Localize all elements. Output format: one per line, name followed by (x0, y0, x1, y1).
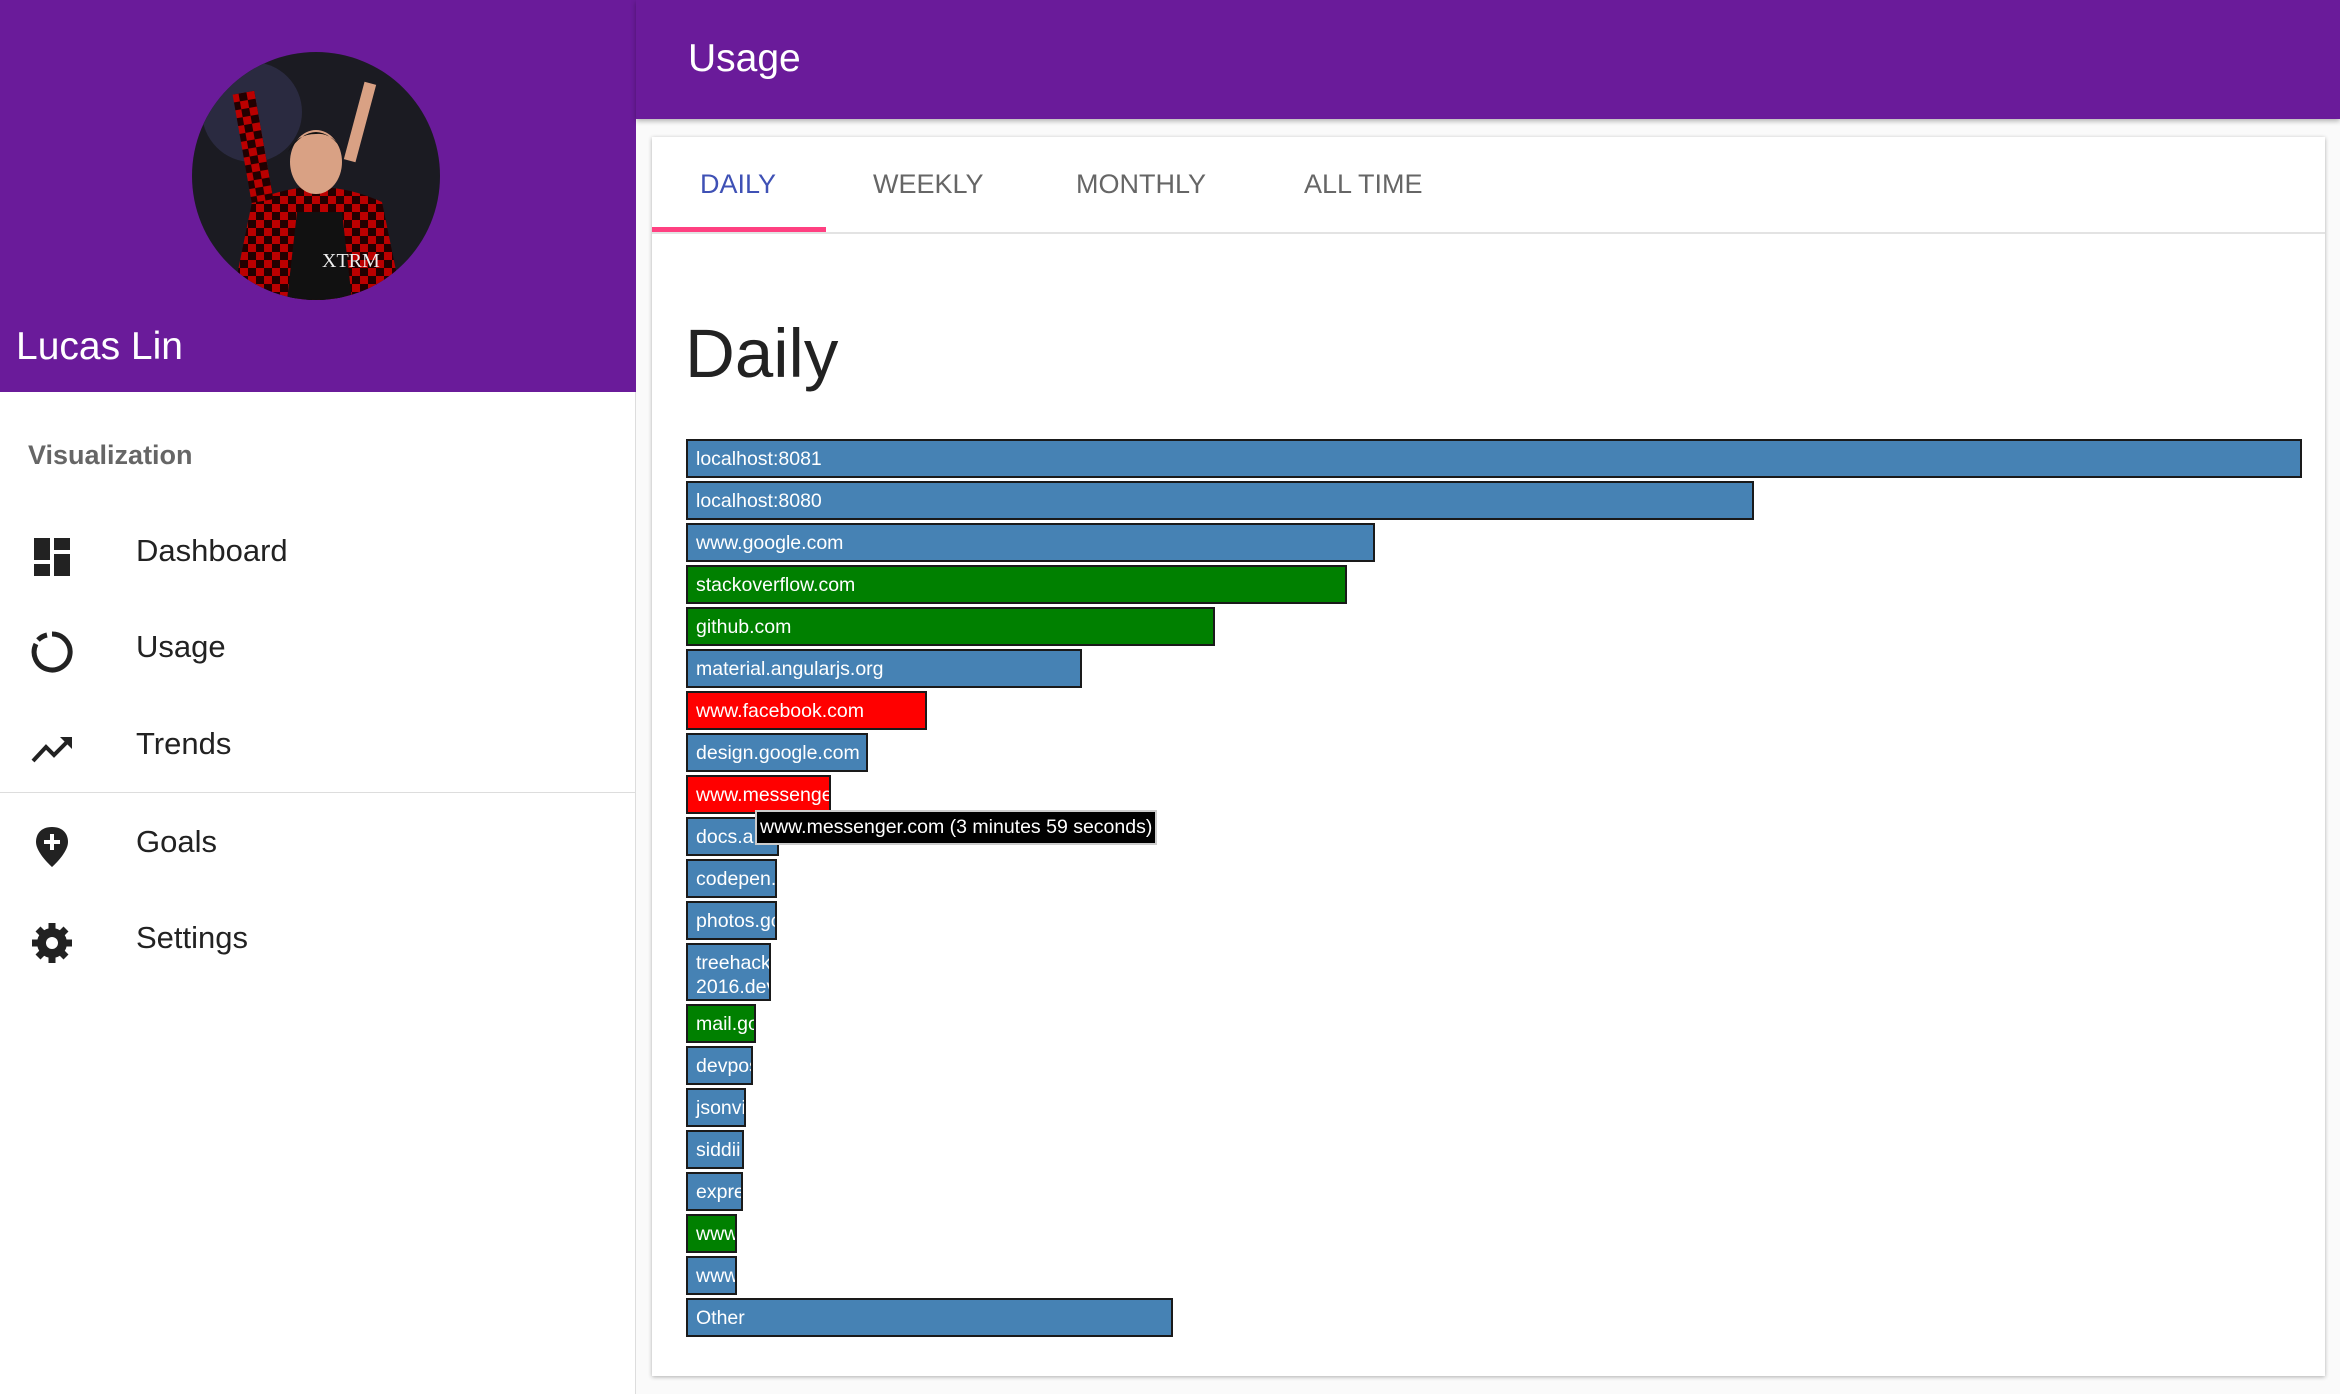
bar-label: treehack 2016.dev (696, 952, 771, 998)
bar-label: mail.go (696, 1013, 757, 1035)
card: DAILY WEEKLY MONTHLY ALL TIME Daily loca… (652, 137, 2325, 1376)
nav-item[interactable]: Trends (0, 700, 636, 790)
icon (34, 538, 70, 576)
bar[interactable]: Other (686, 1298, 1173, 1337)
nav-label: Goals (136, 824, 217, 859)
bar-label: material.angularjs.org (696, 658, 884, 680)
bar[interactable]: www.google.com (686, 523, 1375, 562)
bar[interactable]: localhost:8081 (686, 439, 2302, 478)
bar-label: devpos (696, 1055, 754, 1077)
bar-label: stackoverflow.com (696, 574, 856, 596)
toolbar-title: Usage (688, 37, 801, 80)
bar-label: docs.a (696, 826, 754, 848)
nav-item[interactable]: Dashboard (0, 507, 636, 597)
bar[interactable]: www (686, 1256, 737, 1295)
bar[interactable]: github.com (686, 607, 1215, 646)
tab[interactable]: DAILY (700, 169, 777, 199)
bar[interactable]: localhost:8080 (686, 481, 1755, 520)
bar[interactable]: treehack 2016.dev (686, 943, 771, 1001)
bar[interactable]: www.messenge (686, 775, 831, 814)
bar[interactable]: expre (686, 1172, 743, 1211)
bar-label: localhost:8080 (696, 490, 822, 512)
icon (31, 631, 73, 673)
nav-label: Dashboard (136, 533, 288, 568)
tooltip: www.messenger.com (3 minutes 59 seconds) (755, 810, 1158, 845)
user-name: Lucas Lin (16, 325, 183, 368)
bar-label: design.google.com (696, 742, 860, 764)
bar-label: expre (696, 1181, 743, 1203)
section-label: Visualization (28, 440, 193, 470)
bar-label: Other (696, 1307, 745, 1329)
bar[interactable]: mail.go (686, 1004, 757, 1043)
bar-label: jsonvi (696, 1097, 746, 1119)
bar[interactable]: photos.gc (686, 901, 777, 940)
nav-label: Usage (136, 629, 226, 664)
svg-text:XTRM: XTRM (322, 250, 380, 272)
avatar: XTRM (192, 52, 440, 300)
nav-item[interactable]: Usage (0, 603, 636, 693)
tab[interactable]: WEEKLY (873, 169, 984, 199)
bar[interactable]: design.google.com (686, 733, 869, 772)
bar[interactable]: devpos (686, 1046, 754, 1085)
bar[interactable]: www (686, 1214, 737, 1253)
bar[interactable]: material.angularjs.org (686, 649, 1082, 688)
nav-item[interactable]: Goals (0, 798, 636, 888)
toolbar: Usage (636, 0, 2340, 119)
nav-item[interactable]: Settings (0, 894, 636, 984)
tab-indicator (652, 227, 826, 232)
tabs: DAILY WEEKLY MONTHLY ALL TIME (652, 137, 2325, 234)
bar[interactable]: siddii. (686, 1130, 745, 1169)
bar-label: www.facebook.com (696, 700, 864, 722)
sidebar-header: XTRM Lucas Lin (0, 0, 636, 392)
icon (31, 737, 72, 763)
bar[interactable]: jsonvi (686, 1088, 746, 1127)
icon (32, 923, 72, 963)
icon (36, 827, 68, 867)
bar-label: codepen. (696, 868, 777, 890)
bar-label: github.com (696, 616, 792, 638)
bar-label: www (696, 1223, 737, 1245)
bar-chart: localhost:8081 localhost:8080 www.google.c… (686, 439, 2302, 1337)
bar-label: www.google.com (696, 532, 844, 554)
chart-title: Daily (685, 315, 839, 392)
bar[interactable]: codepen. (686, 859, 777, 898)
bar[interactable]: www.facebook.com (686, 691, 927, 730)
nav-label: Settings (136, 920, 249, 955)
bar-label: photos.gc (696, 910, 777, 932)
bar-label: localhost:8081 (696, 448, 822, 470)
bar-label: www.messenge (696, 784, 831, 806)
divider (0, 792, 636, 793)
bar-label: www (696, 1265, 737, 1287)
tab[interactable]: ALL TIME (1304, 169, 1423, 199)
nav-label: Trends (136, 726, 232, 761)
bar[interactable]: stackoverflow.com (686, 565, 1348, 604)
sidebar: XTRM Lucas Lin Visualization Dashboard U… (0, 0, 636, 1394)
bar-label: siddii. (696, 1139, 745, 1161)
tab[interactable]: MONTHLY (1076, 169, 1207, 199)
